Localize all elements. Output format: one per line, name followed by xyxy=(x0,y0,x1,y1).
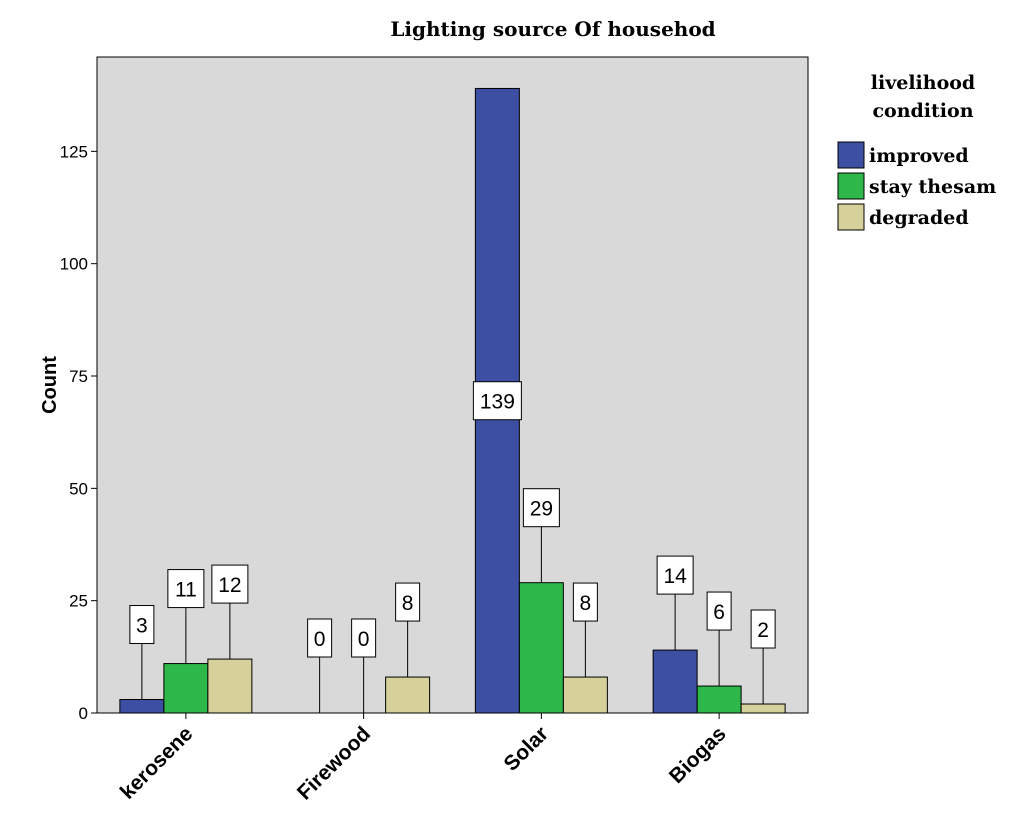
bar-firewood-degraded xyxy=(385,676,431,714)
bar-biogas-improved xyxy=(652,649,698,714)
data-label: 3 xyxy=(136,615,148,638)
data-label: 12 xyxy=(218,574,241,597)
bar-solar-stay-thesam xyxy=(518,582,564,714)
data-label-box xyxy=(750,609,776,649)
bar-biogas-degraded xyxy=(740,703,786,714)
data-label-box xyxy=(572,582,598,622)
data-label-box xyxy=(395,582,421,622)
data-label-box xyxy=(472,381,522,421)
data-label: 0 xyxy=(358,628,370,651)
data-label: 14 xyxy=(663,565,687,588)
data-label-box xyxy=(129,605,155,645)
data-label: 29 xyxy=(530,498,553,521)
legend-label-stay-thesam: stay thesam xyxy=(869,176,996,198)
data-label: 139 xyxy=(480,391,515,414)
y-tick-label: 100 xyxy=(60,255,88,274)
y-tick-label: 25 xyxy=(69,592,88,611)
legend-title-line-2: condition xyxy=(872,100,973,122)
x-tick-label-kerosene: kerosene xyxy=(116,722,197,803)
data-label: 8 xyxy=(580,592,592,615)
bar-biogas-stay-thesam xyxy=(696,685,742,714)
y-tick-label: 125 xyxy=(60,142,88,161)
data-label: 11 xyxy=(175,579,197,602)
data-label-box xyxy=(167,569,205,609)
legend-label-degraded: degraded xyxy=(869,207,969,229)
plot-area xyxy=(96,56,809,714)
data-label: 0 xyxy=(314,628,326,651)
bar-kerosene-improved xyxy=(119,699,165,714)
chart-title: Lighting source Of househod xyxy=(390,17,715,41)
data-label-box xyxy=(522,488,560,528)
x-tick-label-biogas: Biogas xyxy=(665,722,731,788)
legend-swatch-stay-thesam xyxy=(837,172,865,200)
data-label-box xyxy=(656,555,694,595)
data-label-box xyxy=(211,564,249,604)
data-label: 2 xyxy=(757,619,769,642)
x-tick-label-solar: Solar xyxy=(500,722,553,775)
data-label-box xyxy=(706,591,732,631)
y-tick-label: 50 xyxy=(69,479,88,498)
legend-title-line-1: livelihood xyxy=(871,72,975,94)
legend-swatch-improved xyxy=(837,141,865,169)
data-label: 8 xyxy=(402,592,414,615)
y-axis-label: Count xyxy=(39,356,61,414)
legend-label-improved: improved xyxy=(869,145,969,167)
x-tick-label-firewood: Firewood xyxy=(293,722,375,804)
data-label-box xyxy=(307,618,333,658)
legend-swatch-degraded xyxy=(837,203,865,231)
bar-kerosene-degraded xyxy=(207,658,253,714)
data-label-box xyxy=(351,618,377,658)
y-tick-label: 0 xyxy=(79,704,88,723)
legend: livelihood condition improved stay thesam… xyxy=(837,72,996,231)
bar-kerosene-stay-thesam xyxy=(163,663,209,714)
data-label: 6 xyxy=(713,601,725,624)
bar-solar-degraded xyxy=(562,676,608,714)
y-tick-label: 75 xyxy=(69,367,88,386)
